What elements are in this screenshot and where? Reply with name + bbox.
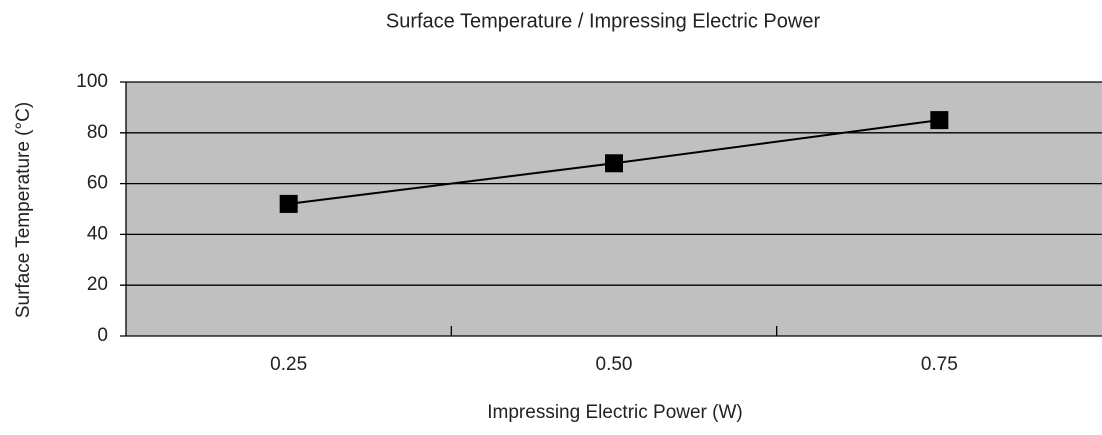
plot-area <box>126 82 1102 336</box>
y-tick-label: 20 <box>87 274 108 295</box>
y-tick-label: 60 <box>87 173 108 194</box>
y-tick-label: 100 <box>76 71 108 92</box>
marker <box>279 194 298 213</box>
y-tick-label: 0 <box>97 325 108 346</box>
y-axis-label: Surface Temperature (°C) <box>13 102 34 318</box>
chart-title: Surface Temperature / Impressing Electri… <box>386 10 821 32</box>
x-tick-label: 0.75 <box>921 354 958 375</box>
x-axis-label: Impressing Electric Power (W) <box>487 402 743 423</box>
y-tick-label: 80 <box>87 122 108 143</box>
marker <box>605 154 623 173</box>
x-tick-label: 0.25 <box>270 354 307 375</box>
x-tick-label: 0.50 <box>596 354 633 375</box>
y-tick-label: 40 <box>87 223 108 244</box>
marker <box>930 111 949 130</box>
